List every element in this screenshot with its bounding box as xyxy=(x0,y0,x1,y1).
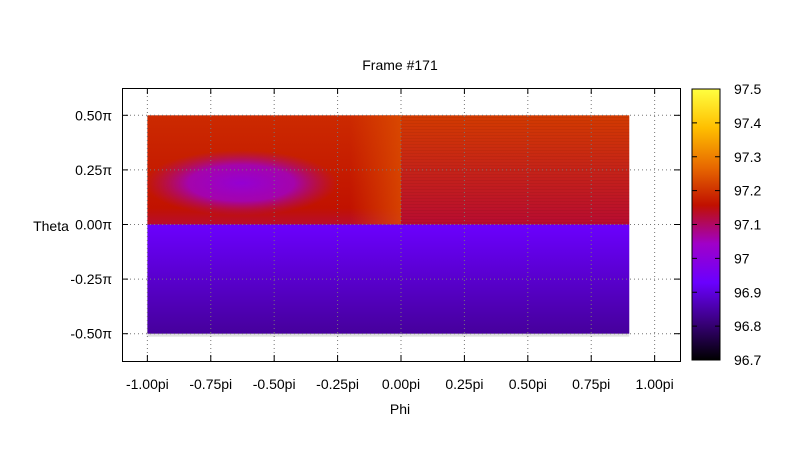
plot-area xyxy=(144,115,630,337)
colorbar-tick-label: 97 xyxy=(734,250,750,266)
colorbar-tick-label: 97.1 xyxy=(734,217,761,233)
colorbar: 97.5 97.4 97.3 97.2 97.1 97 96.9 96.8 96.7 xyxy=(691,81,761,368)
colorbar-tick-label: 97.5 xyxy=(734,81,761,97)
y-axis-label: Theta xyxy=(33,218,69,234)
colorbar-tick-label: 97.3 xyxy=(734,149,761,165)
y-tick-label: 0.00π xyxy=(75,217,112,233)
y-axis: 0.50π 0.25π 0.00π -0.25π -0.50π xyxy=(70,107,680,342)
heatmap-lower-hemisphere xyxy=(147,224,630,334)
x-axis-label: Phi xyxy=(390,401,410,417)
x-axis: -1.00pi -0.75pi -0.50pi -0.25pi 0.00pi 0.25pi… xyxy=(126,88,674,392)
x-tick-label: 0.75pi xyxy=(572,376,610,392)
heatmap-upper-right-texture xyxy=(401,115,630,225)
colorbar-tick-label: 97.4 xyxy=(734,115,761,131)
heatmap-warm-strip xyxy=(350,115,401,225)
y-tick-label: 0.25π xyxy=(75,162,112,178)
heatmap-cool-spot xyxy=(144,150,338,216)
x-tick-label: 0.00pi xyxy=(382,376,420,392)
colorbar-tick-label: 96.8 xyxy=(734,318,761,334)
colorbar-tick-label: 97.2 xyxy=(734,183,761,199)
x-tick-label: -1.00pi xyxy=(126,376,169,392)
x-tick-label: -0.50pi xyxy=(253,376,296,392)
grid-lines xyxy=(122,88,680,361)
y-tick-label: -0.50π xyxy=(70,326,112,342)
heatmap-equator-seam xyxy=(147,333,630,337)
y-tick-label: 0.50π xyxy=(75,107,112,123)
x-tick-label: -0.75pi xyxy=(189,376,232,392)
colorbar-tick-label: 96.7 xyxy=(734,352,761,368)
x-tick-label: -0.25pi xyxy=(316,376,359,392)
y-tick-label: -0.25π xyxy=(70,271,112,287)
x-tick-label: 0.50pi xyxy=(509,376,547,392)
x-tick-label: 1.00pi xyxy=(636,376,674,392)
colorbar-tick-label: 96.9 xyxy=(734,284,761,300)
chart-title: Frame #171 xyxy=(362,57,438,73)
x-tick-label: 0.25pi xyxy=(445,376,483,392)
